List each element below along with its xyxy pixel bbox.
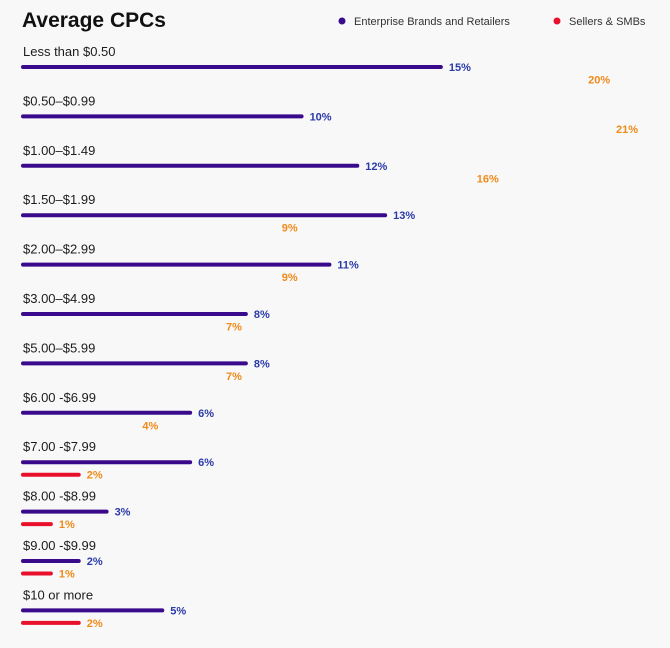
value-label-sellers-range-1: 20% (588, 75, 610, 87)
value-label-sellers-range-7: 7% (226, 371, 242, 383)
value-label-enterprise-range-10: 3% (115, 507, 131, 519)
value-label-enterprise-range-9: 6% (198, 457, 214, 469)
value-label-enterprise-range-2: 10% (310, 111, 332, 123)
value-label-sellers-range-5: 9% (282, 272, 298, 284)
value-label-enterprise-range-3: 12% (365, 161, 387, 173)
legend-swatch-enterprise (338, 17, 346, 25)
category-label-range-12: $10 or more (23, 587, 93, 602)
legend: Enterprise Brands and Retailers Sellers … (338, 16, 646, 28)
category-label-range-2: $0.50–$0.99 (23, 93, 95, 108)
category-label-range-7: $5.00–$5.99 (23, 340, 95, 355)
category-label-range-3: $1.00–$1.49 (23, 143, 95, 158)
value-label-sellers-range-8: 4% (142, 420, 158, 432)
value-label-sellers-range-6: 7% (226, 322, 242, 334)
legend-swatch-sellers (553, 17, 561, 25)
legend-label-enterprise: Enterprise Brands and Retailers (354, 16, 510, 28)
legend-label-sellers: Sellers & SMBs (569, 16, 646, 28)
value-label-sellers-range-10: 1% (59, 519, 75, 531)
category-label-range-9: $7.00 -$7.99 (23, 439, 96, 454)
value-label-sellers-range-4: 9% (282, 223, 298, 235)
value-label-sellers-range-2: 21% (616, 124, 638, 136)
category-label-range-10: $8.00 -$8.99 (23, 489, 96, 504)
category-label-range-1: Less than $0.50 (23, 44, 116, 59)
value-label-enterprise-range-1: 15% (449, 62, 471, 74)
value-label-sellers-range-3: 16% (477, 173, 499, 185)
value-label-enterprise-range-4: 13% (393, 210, 415, 222)
category-label-range-4: $1.50–$1.99 (23, 192, 95, 207)
value-label-sellers-range-12: 2% (87, 618, 103, 630)
value-label-sellers-range-11: 1% (59, 569, 75, 581)
category-label-range-11: $9.00 -$9.99 (23, 538, 96, 553)
value-label-enterprise-range-12: 5% (170, 605, 186, 617)
value-label-enterprise-range-5: 11% (337, 260, 359, 272)
value-label-enterprise-range-7: 8% (254, 358, 270, 370)
category-label-range-6: $3.00–$4.99 (23, 291, 95, 306)
category-label-range-5: $2.00–$2.99 (23, 242, 95, 257)
value-label-sellers-range-9: 2% (87, 470, 103, 482)
value-label-enterprise-range-11: 2% (87, 556, 103, 568)
category-label-range-8: $6.00 -$6.99 (23, 390, 96, 405)
plot-area: Less than $0.50 15% 20% $0.50–$0.99 10% 21% $1… (21, 44, 638, 630)
value-label-enterprise-range-6: 8% (254, 309, 270, 321)
chart-title: Average CPCs (22, 9, 166, 32)
value-label-enterprise-range-8: 6% (198, 408, 214, 420)
